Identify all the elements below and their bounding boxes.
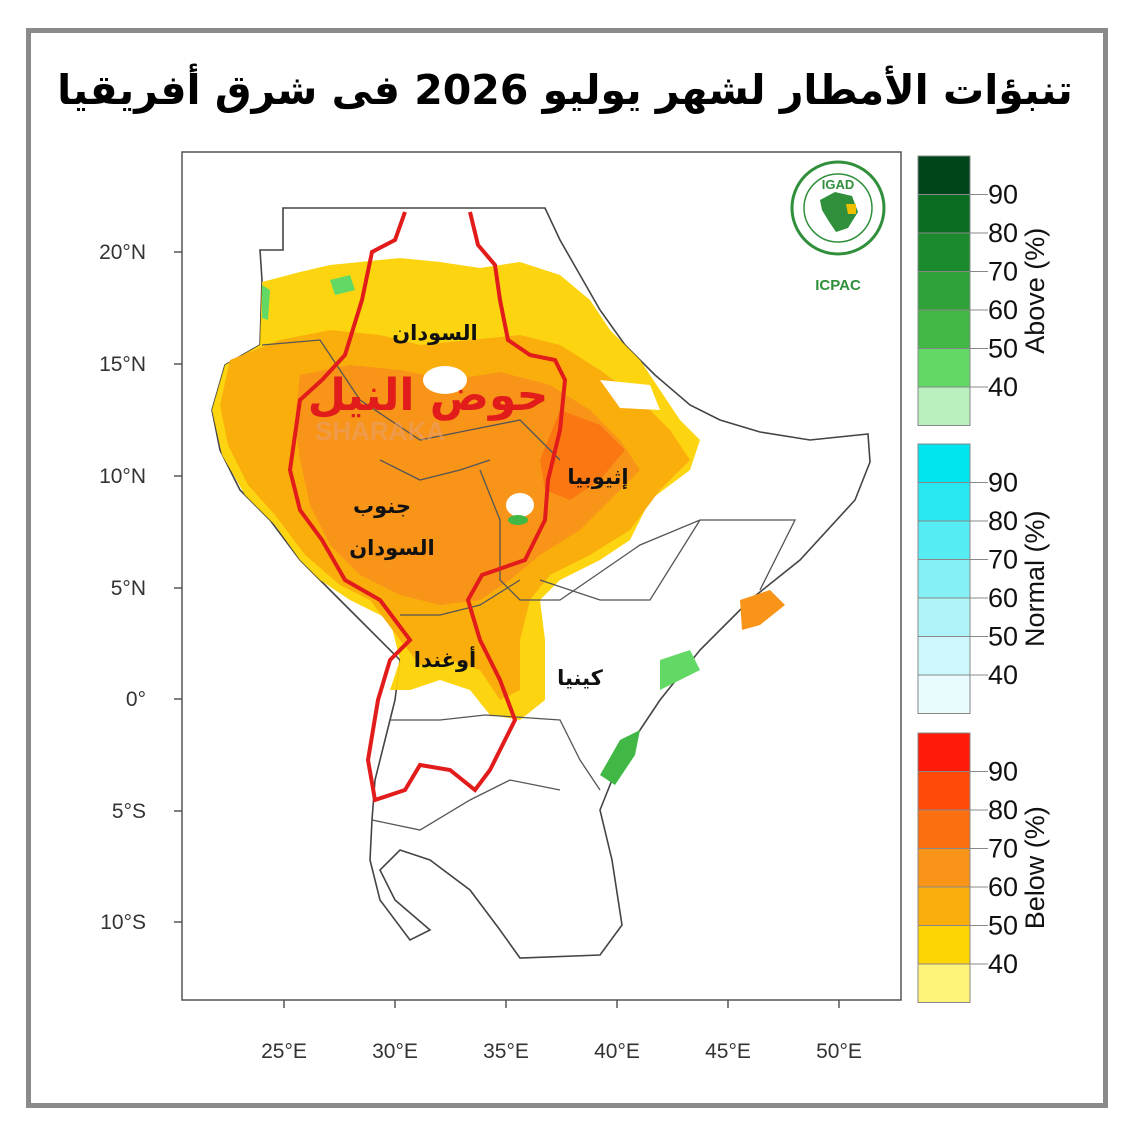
label-sudan: السودان [392,321,478,345]
lat-tick-label: 0° [126,688,146,711]
longitude-axis: 25°E 30°E 35°E 40°E 45°E 50°E [261,1000,862,1063]
colorbar-swatch [917,848,971,888]
colorbar-swatch [917,309,971,349]
colorbar-swatch [917,963,971,1003]
label-nile-basin: حوض النيل [308,370,549,421]
logo-icpac-text: ICPAC [815,277,861,294]
label-ethiopia: إثيوبيا [567,465,628,489]
lon-tick-label: 35°E [483,1040,529,1063]
colorbar-level: 80 [988,218,1018,248]
above-shading [508,515,528,525]
lon-tick-label: 40°E [594,1040,640,1063]
colorbar-swatch [917,482,971,522]
lon-tick-label: 45°E [705,1040,751,1063]
colorbar-title: Above (%) [1020,228,1050,354]
colorbar-swatch [917,559,971,599]
label-south-sudan-line1: جنوب [353,494,411,518]
label-kenya: كينيا [557,666,604,690]
colorbar-swatch [917,886,971,926]
colorbar-level: 60 [988,295,1018,325]
colorbar-swatch [917,809,971,849]
colorbar-level: 50 [988,334,1018,364]
no-signal-area [600,380,660,410]
lon-tick-label: 30°E [372,1040,418,1063]
africa-map-icon [820,192,858,232]
lat-tick-label: 10°N [99,465,146,488]
colorbar-level: 50 [988,622,1018,652]
colorbar-level: 50 [988,911,1018,941]
lat-tick-label: 15°N [99,353,146,376]
colorbar-swatch [917,520,971,560]
colorbar-swatch [917,443,971,483]
colorbar-level: 70 [988,257,1018,287]
lon-tick-label: 25°E [261,1040,307,1063]
colorbar-swatch [917,271,971,311]
igad-icpac-logo: IGAD ICPAC [790,160,886,294]
colorbar-level: 80 [988,795,1018,825]
lat-tick-label: 10°S [100,911,146,934]
colorbar-level: 70 [988,834,1018,864]
lon-tick-label: 50°E [816,1040,862,1063]
colorbar-level: 80 [988,506,1018,536]
colorbar-swatch [917,925,971,965]
country-borders [261,339,797,831]
colorbar-swatch [917,674,971,714]
label-south-sudan-line2: السودان [349,536,435,560]
colorbar-swatch [917,732,971,772]
nile-basin-outline [287,211,568,803]
no-signal-area [423,366,467,394]
colorbar-level: 40 [988,660,1018,690]
colorbar-swatch [917,636,971,676]
colorbar-level: 60 [988,583,1018,613]
colorbar-level: 70 [988,545,1018,575]
colorbar-swatch [917,194,971,234]
above-shading [262,285,270,320]
lat-tick-label: 5°N [111,577,146,600]
page-title: تنبؤات الأمطار لشهر يوليو 2026 فى شرق أف… [57,66,1073,114]
colorbar-level: 40 [988,949,1018,979]
colorbar-level: 90 [988,180,1018,210]
below-shading-somalia [740,590,785,630]
colorbar-title: Normal (%) [1020,510,1050,647]
watermark: SHARAKA [315,416,445,446]
colorbar-swatch [917,597,971,637]
above-shading [660,650,700,690]
colorbar-swatch [917,348,971,388]
latitude-axis: 20°N 15°N 10°N 5°N 0° 5°S 10°S [99,241,182,934]
label-uganda: أوغندا [414,645,477,672]
colorbar-level: 90 [988,468,1018,498]
colorbar-level: 60 [988,872,1018,902]
no-signal-area [506,493,534,517]
below-shading-deep [295,365,640,605]
lat-tick-label: 20°N [99,241,146,264]
above-shading [600,730,640,785]
colorbar-swatch [917,232,971,272]
colorbar-swatch [917,155,971,195]
lat-tick-label: 5°S [112,800,146,823]
above-shading [330,275,355,295]
colorbar-title: Below (%) [1020,806,1050,929]
colorbar-level: 40 [988,372,1018,402]
colorbar-swatch [917,386,971,426]
colorbar-swatch [917,771,971,811]
colorbar-level: 90 [988,757,1018,787]
logo-igad-text: IGAD [822,177,855,192]
